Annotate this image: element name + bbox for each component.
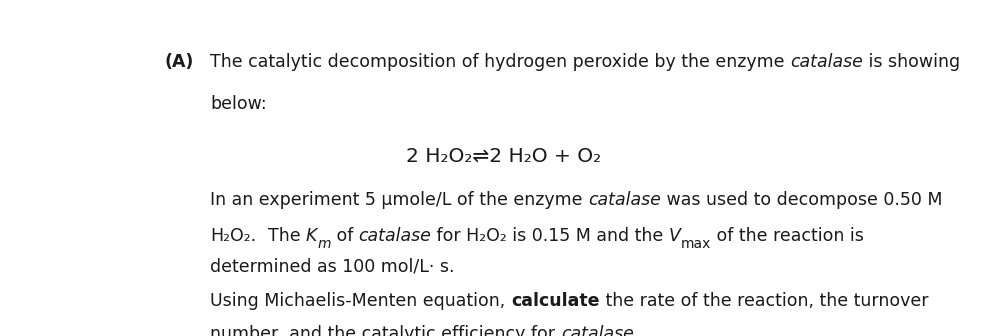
Text: was used to decompose 0.50 M: was used to decompose 0.50 M xyxy=(662,191,943,209)
Text: V: V xyxy=(669,227,681,245)
Text: (A): (A) xyxy=(165,53,195,72)
Text: H₂O₂.: H₂O₂. xyxy=(210,227,257,245)
Text: max: max xyxy=(681,237,712,251)
Text: calculate: calculate xyxy=(511,292,600,309)
Text: Using Michaelis-Menten equation,: Using Michaelis-Menten equation, xyxy=(210,292,511,309)
Text: m: m xyxy=(318,237,330,251)
Text: The catalytic decomposition of hydrogen peroxide by the enzyme: The catalytic decomposition of hydrogen … xyxy=(210,53,790,72)
Text: catalase: catalase xyxy=(589,191,662,209)
Text: The: The xyxy=(257,227,306,245)
Text: .: . xyxy=(634,325,639,336)
Text: determined as 100 mol/L· s.: determined as 100 mol/L· s. xyxy=(210,258,455,276)
Text: catalase: catalase xyxy=(790,53,863,72)
Text: In an experiment 5 μmole/L of the enzyme: In an experiment 5 μmole/L of the enzyme xyxy=(210,191,589,209)
Text: K: K xyxy=(306,227,318,245)
Text: for H₂O₂ is 0.15 M and the: for H₂O₂ is 0.15 M and the xyxy=(432,227,669,245)
Text: catalase: catalase xyxy=(561,325,634,336)
Text: the rate of the reaction, the turnover: the rate of the reaction, the turnover xyxy=(600,292,928,309)
Text: 2 H₂O₂⇌2 H₂O + O₂: 2 H₂O₂⇌2 H₂O + O₂ xyxy=(406,147,602,166)
Text: of: of xyxy=(330,227,359,245)
Text: number, and the catalytic efficiency for: number, and the catalytic efficiency for xyxy=(210,325,561,336)
Text: catalase: catalase xyxy=(359,227,432,245)
Text: below:: below: xyxy=(210,95,267,113)
Text: of the reaction is: of the reaction is xyxy=(712,227,864,245)
Text: is showing: is showing xyxy=(863,53,960,72)
